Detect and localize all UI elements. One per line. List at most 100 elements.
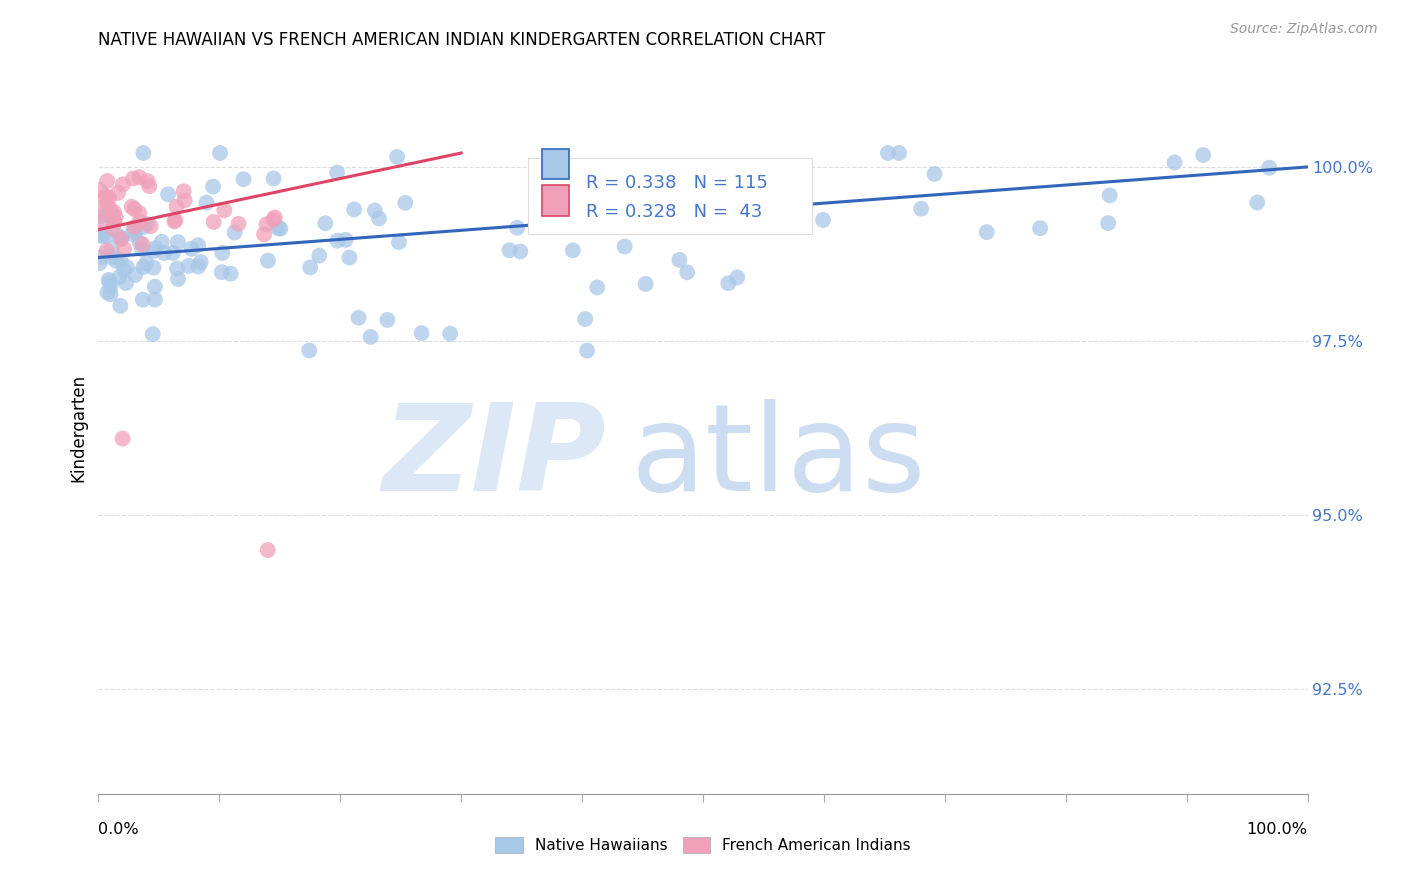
Native Hawaiians <box>187 260 209 274</box>
Native Hawaiians <box>232 172 254 186</box>
French American Indians <box>90 205 112 219</box>
Native Hawaiians <box>153 246 176 260</box>
Native Hawaiians <box>166 261 188 276</box>
French American Indians <box>263 211 285 225</box>
Native Hawaiians <box>110 299 132 313</box>
Text: NATIVE HAWAIIAN VS FRENCH AMERICAN INDIAN KINDERGARTEN CORRELATION CHART: NATIVE HAWAIIAN VS FRENCH AMERICAN INDIA… <box>98 31 825 49</box>
Native Hawaiians <box>976 225 998 239</box>
Native Hawaiians <box>877 146 900 161</box>
Native Hawaiians <box>298 343 321 358</box>
Native Hawaiians <box>162 246 184 260</box>
Native Hawaiians <box>574 312 596 326</box>
French American Indians <box>107 186 129 200</box>
French American Indians <box>101 221 124 235</box>
French American Indians <box>173 184 195 198</box>
Native Hawaiians <box>132 260 155 274</box>
Native Hawaiians <box>267 221 290 235</box>
Native Hawaiians <box>190 255 212 269</box>
Native Hawaiians <box>506 220 529 235</box>
Native Hawaiians <box>725 270 748 285</box>
Native Hawaiians <box>142 260 165 275</box>
Native Hawaiians <box>108 229 131 244</box>
Native Hawaiians <box>1097 216 1119 230</box>
Native Hawaiians <box>96 285 118 300</box>
Native Hawaiians <box>132 293 155 307</box>
Native Hawaiians <box>924 167 946 181</box>
French American Indians <box>111 432 134 446</box>
French American Indians <box>136 174 159 188</box>
Text: Source: ZipAtlas.com: Source: ZipAtlas.com <box>1230 22 1378 37</box>
Native Hawaiians <box>314 216 336 230</box>
Native Hawaiians <box>411 326 433 340</box>
FancyBboxPatch shape <box>543 149 569 179</box>
Native Hawaiians <box>668 252 690 267</box>
French American Indians <box>256 543 278 558</box>
Native Hawaiians <box>211 246 233 260</box>
Native Hawaiians <box>108 270 131 285</box>
Native Hawaiians <box>1098 188 1121 202</box>
Native Hawaiians <box>89 256 111 270</box>
French American Indians <box>93 192 115 206</box>
Native Hawaiians <box>121 227 143 242</box>
Native Hawaiians <box>124 226 146 240</box>
French American Indians <box>112 242 135 256</box>
French American Indians <box>103 204 125 219</box>
Native Hawaiians <box>586 280 609 294</box>
Native Hawaiians <box>143 293 166 307</box>
Native Hawaiians <box>910 202 932 216</box>
French American Indians <box>98 191 121 205</box>
Native Hawaiians <box>598 219 620 234</box>
French American Indians <box>104 210 127 224</box>
Native Hawaiians <box>143 279 166 293</box>
Native Hawaiians <box>142 244 165 258</box>
Native Hawaiians <box>150 235 173 249</box>
Native Hawaiians <box>794 201 817 215</box>
Native Hawaiians <box>337 251 360 265</box>
Native Hawaiians <box>676 265 699 279</box>
Native Hawaiians <box>1246 195 1268 210</box>
Native Hawaiians <box>887 146 910 161</box>
Native Hawaiians <box>96 228 118 243</box>
Native Hawaiians <box>91 228 114 243</box>
Native Hawaiians <box>613 239 636 253</box>
French American Indians <box>124 202 146 216</box>
French American Indians <box>131 237 153 252</box>
French American Indians <box>89 183 111 197</box>
Native Hawaiians <box>326 234 349 248</box>
Native Hawaiians <box>811 213 834 227</box>
French American Indians <box>256 217 278 231</box>
Native Hawaiians <box>97 209 120 223</box>
Native Hawaiians <box>136 217 159 231</box>
Native Hawaiians <box>187 238 209 252</box>
Text: 0.0%: 0.0% <box>98 822 139 837</box>
Native Hawaiians <box>211 265 233 279</box>
Native Hawaiians <box>142 327 165 342</box>
Native Hawaiians <box>157 187 180 202</box>
Native Hawaiians <box>110 231 132 245</box>
Native Hawaiians <box>1192 148 1215 162</box>
Native Hawaiians <box>101 242 124 256</box>
French American Indians <box>173 194 195 208</box>
Native Hawaiians <box>364 203 387 218</box>
Native Hawaiians <box>177 259 200 273</box>
Native Hawaiians <box>224 226 246 240</box>
Native Hawaiians <box>208 146 231 161</box>
Native Hawaiians <box>219 267 242 281</box>
French American Indians <box>228 217 250 231</box>
French American Indians <box>124 219 146 234</box>
Native Hawaiians <box>326 166 349 180</box>
French American Indians <box>121 200 143 214</box>
Y-axis label: Kindergarten: Kindergarten <box>69 374 87 483</box>
Native Hawaiians <box>388 235 411 249</box>
French American Indians <box>110 232 132 246</box>
Native Hawaiians <box>509 244 531 259</box>
Native Hawaiians <box>91 229 114 244</box>
French American Indians <box>214 203 236 218</box>
Native Hawaiians <box>202 179 225 194</box>
Native Hawaiians <box>343 202 366 217</box>
Native Hawaiians <box>385 150 408 164</box>
Native Hawaiians <box>257 253 280 268</box>
Legend: Native Hawaiians, French American Indians: Native Hawaiians, French American Indian… <box>489 831 917 859</box>
Native Hawaiians <box>90 210 112 224</box>
Native Hawaiians <box>132 146 155 161</box>
